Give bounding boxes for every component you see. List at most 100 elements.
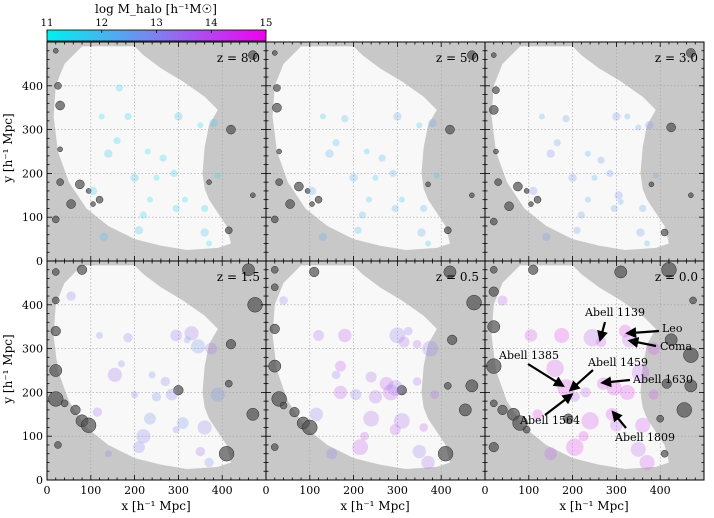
- halo-outside-footprint: [676, 402, 692, 418]
- halo-inside-footprint: [136, 429, 151, 444]
- halo-inside-footprint: [398, 336, 410, 348]
- halo-inside-footprint: [382, 384, 399, 401]
- halo-outside-footprint: [304, 188, 311, 194]
- x-tick-label: 100: [518, 484, 539, 497]
- halo-inside-footprint: [334, 360, 346, 372]
- halo-inside-footprint: [352, 439, 369, 456]
- halo-inside-footprint: [425, 240, 432, 247]
- halo-outside-footprint: [660, 449, 669, 458]
- halo-outside-footprint: [90, 201, 96, 207]
- halo-outside-footprint: [614, 265, 628, 279]
- halo-outside-footprint: [271, 215, 279, 224]
- halo-inside-footprint: [578, 431, 589, 442]
- halo-inside-footprint: [635, 124, 642, 131]
- halo-outside-footprint: [487, 320, 501, 334]
- halo-outside-footprint: [55, 100, 65, 111]
- halo-outside-footprint: [80, 417, 97, 433]
- halo-outside-footprint: [683, 347, 699, 363]
- halo-outside-footprint: [656, 414, 664, 423]
- halo-outside-footprint: [226, 124, 236, 135]
- halo-inside-footprint: [115, 84, 123, 92]
- halo-outside-footprint: [271, 283, 279, 292]
- halo-inside-footprint: [542, 232, 551, 242]
- halo-outside-footprint: [661, 378, 672, 389]
- halo-inside-footprint: [605, 408, 619, 421]
- halo-inside-footprint: [631, 363, 650, 382]
- halo-inside-footprint: [617, 198, 624, 205]
- halo-outside-footprint: [52, 215, 60, 224]
- halo-inside-footprint: [378, 154, 386, 162]
- halo-inside-footprint: [210, 387, 225, 402]
- colorbar-tick-label: 14: [205, 18, 218, 29]
- y-tick-label: 400: [22, 299, 43, 312]
- halo-inside-footprint: [597, 156, 605, 164]
- redshift-label: z = 5.0: [436, 51, 479, 65]
- panel: 0 100 200 300 400 z = 8.0: [22, 41, 267, 268]
- halo-inside-footprint: [148, 371, 156, 379]
- redshift-label: z = 0.5: [436, 270, 479, 284]
- halo-outside-footprint: [522, 425, 531, 434]
- y-tick-label: 300: [22, 124, 43, 137]
- halo-outside-footprint: [489, 105, 499, 115]
- halo-inside-footprint: [197, 122, 204, 129]
- y-tick-label: 0: [36, 474, 43, 487]
- halo-inside-footprint: [619, 384, 635, 400]
- halo-inside-footprint: [524, 329, 538, 342]
- halo-inside-footprint: [176, 417, 189, 429]
- halo-inside-footprint: [88, 186, 98, 196]
- halo-inside-footprint: [174, 112, 183, 121]
- y-tick-label: 200: [22, 386, 43, 399]
- halo-outside-footprint: [309, 266, 320, 278]
- halo-inside-footprint: [417, 228, 426, 237]
- halo-outside-footprint: [467, 50, 477, 60]
- halo-outside-footprint: [444, 226, 452, 235]
- halo-outside-footprint: [50, 326, 61, 337]
- halo-inside-footprint: [398, 196, 405, 203]
- cluster-arrow: [597, 321, 608, 342]
- halo-inside-footprint: [144, 412, 156, 425]
- cluster-label: Abell 1459: [587, 356, 648, 369]
- halo-outside-footprint: [490, 217, 498, 226]
- halo-inside-footprint: [205, 342, 218, 355]
- halo-outside-footprint: [660, 228, 669, 237]
- halo-inside-footprint: [393, 112, 402, 121]
- cluster-arrow: [568, 369, 594, 392]
- y-tick-label: 400: [22, 80, 43, 93]
- halo-inside-footprint: [528, 186, 538, 196]
- x-tick-label: 400: [212, 484, 233, 497]
- halo-inside-footprint: [387, 380, 404, 396]
- halo-outside-footprint: [173, 385, 184, 396]
- halo-inside-footprint: [606, 169, 614, 177]
- halo-inside-footprint: [331, 370, 341, 380]
- cluster-label: Abell 1630: [632, 373, 693, 386]
- halo-inside-footprint: [546, 359, 564, 378]
- y-tick-label: 200: [22, 167, 43, 180]
- halo-inside-footprint: [170, 329, 183, 342]
- halo-outside-footprint: [53, 48, 59, 54]
- cluster-label: Leo: [662, 322, 683, 335]
- halo-inside-footprint: [309, 407, 324, 421]
- halo-inside-footprint: [554, 327, 570, 343]
- halo-outside-footprint: [242, 263, 255, 277]
- halo-outside-footprint: [488, 442, 499, 453]
- halo-inside-footprint: [614, 191, 623, 200]
- halo-inside-footprint: [160, 376, 170, 387]
- x-tick-label: 0: [482, 484, 489, 497]
- redshift-label: z = 8.0: [217, 51, 260, 65]
- halo-outside-footprint: [49, 364, 63, 377]
- halo-outside-footprint: [206, 179, 212, 185]
- halo-outside-footprint: [75, 179, 85, 190]
- halo-outside-footprint: [488, 286, 499, 297]
- halo-inside-footprint: [419, 423, 428, 432]
- halo-outside-footprint: [48, 391, 64, 407]
- halo-inside-footprint: [630, 441, 646, 457]
- halo-inside-footprint: [360, 431, 369, 441]
- halo-inside-footprint: [214, 172, 221, 179]
- panel: 0 100 200 300 400 z = 0.0 Abell 1139 Leo Coma Abe…: [482, 260, 705, 497]
- halo-outside-footprint: [294, 181, 304, 192]
- halo-outside-footprint: [54, 441, 62, 449]
- halo-inside-footprint: [422, 340, 439, 357]
- halo-inside-footprint: [172, 426, 180, 434]
- cluster-label: Abell 1385: [498, 349, 559, 362]
